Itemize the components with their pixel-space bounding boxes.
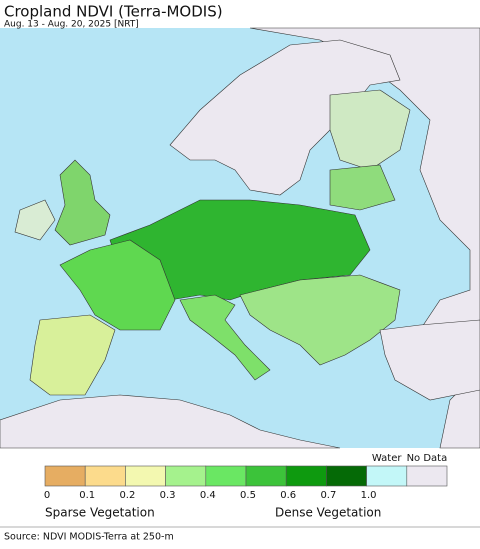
map bbox=[0, 27, 480, 449]
legend-tick-label: 0.6 bbox=[280, 490, 296, 501]
legend-tick-label: 0.7 bbox=[320, 490, 336, 501]
legend-extra-label: Water bbox=[372, 453, 402, 464]
iberia bbox=[29, 314, 116, 396]
legend-swatch bbox=[84, 465, 126, 487]
legend-swatch bbox=[326, 465, 367, 487]
legend-swatch bbox=[125, 465, 166, 487]
great-britain bbox=[54, 159, 111, 246]
legend: 0 0.1 0.2 0.3 0.4 0.5 0.6 0.7 1.0 Water No Data Spa… bbox=[44, 453, 448, 520]
legend-swatch bbox=[285, 465, 327, 487]
balkans bbox=[239, 274, 401, 366]
legend-tick-label: 0.4 bbox=[200, 490, 216, 501]
legend-tick-label: 0.3 bbox=[160, 490, 176, 501]
legend-tick-label: 1.0 bbox=[361, 490, 377, 501]
legend-swatch bbox=[205, 465, 247, 487]
legend-tick-label: 0.2 bbox=[119, 490, 135, 501]
legend-extra-label: No Data bbox=[407, 453, 448, 464]
north-africa bbox=[0, 394, 341, 449]
title: Cropland NDVI (Terra-MODIS) bbox=[4, 3, 223, 21]
france bbox=[59, 239, 176, 331]
legend-tick-label: 0.1 bbox=[79, 490, 95, 501]
turkey bbox=[379, 319, 480, 401]
source: Source: NDVI MODIS-Terra at 250-m bbox=[4, 532, 174, 543]
baltics bbox=[329, 164, 396, 211]
land-east bbox=[249, 27, 480, 449]
legend-low-label: Sparse Vegetation bbox=[45, 506, 155, 520]
legend-swatch bbox=[245, 465, 287, 487]
legend-tick-label: 0 bbox=[44, 490, 50, 501]
legend-swatch bbox=[165, 465, 207, 487]
legend-swatch bbox=[366, 465, 408, 487]
ireland bbox=[14, 199, 56, 241]
italy bbox=[179, 294, 271, 381]
legend-high-label: Dense Vegetation bbox=[275, 506, 381, 520]
subtitle: Aug. 13 - Aug. 20, 2025 [NRT] bbox=[4, 20, 139, 30]
finland bbox=[329, 89, 411, 171]
legend-swatch bbox=[406, 465, 448, 487]
legend-tick-label: 0.5 bbox=[240, 490, 256, 501]
legend-swatch bbox=[44, 465, 86, 487]
